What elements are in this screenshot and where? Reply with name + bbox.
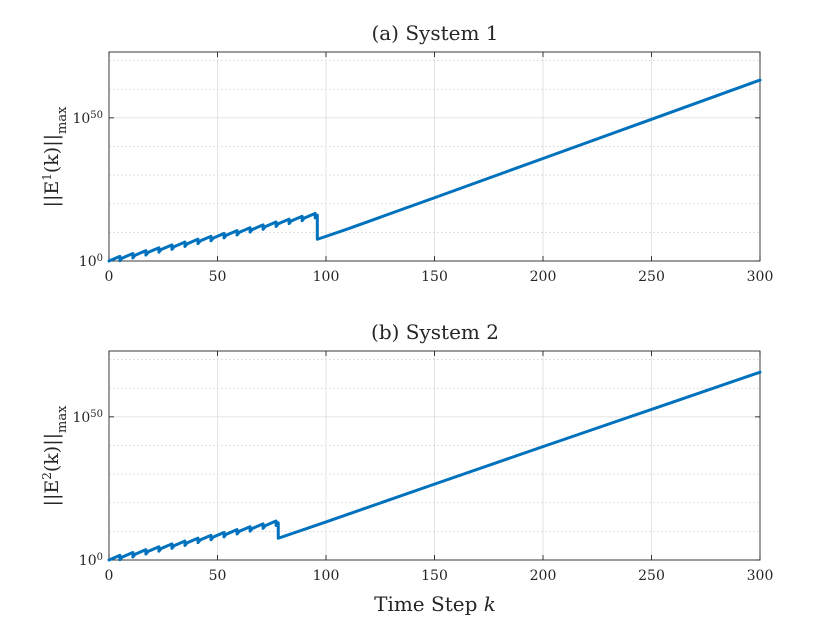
x-tick-label: 50 xyxy=(209,568,227,584)
panel-system-1: (a) System 1 ||E1(k)||max 0 50 100 150 200 25… xyxy=(40,21,773,285)
plot-area: 0 50 100 150 200 250 300 100 1050 xyxy=(72,350,774,584)
chart-title: (a) System 1 xyxy=(371,21,498,45)
x-tick-label: 200 xyxy=(530,269,557,285)
x-tick-label: 300 xyxy=(747,269,774,285)
y-axis-label: ||E1(k)||max xyxy=(40,106,70,208)
x-tick-label: 0 xyxy=(105,568,114,584)
x-tick-label: 50 xyxy=(209,269,227,285)
panel-system-2: (b) System 2 ||E2(k)||max Time Step k 0 5… xyxy=(40,320,773,616)
x-tick-label: 300 xyxy=(747,568,774,584)
x-tick-label: 150 xyxy=(421,269,448,285)
x-tick-label: 250 xyxy=(638,568,665,584)
y-tick-label: 100 xyxy=(79,253,103,271)
plot-area: 0 50 100 150 200 250 300 100 1050 xyxy=(72,51,774,285)
y-tick-label: 1050 xyxy=(72,408,103,426)
x-tick-label: 200 xyxy=(530,568,557,584)
chart-title: (b) System 2 xyxy=(371,320,499,344)
y-tick-label: 1050 xyxy=(72,109,103,127)
series-line xyxy=(107,78,762,263)
series-line xyxy=(107,370,762,562)
x-tick-label: 150 xyxy=(421,568,448,584)
x-tick-label: 100 xyxy=(313,568,340,584)
x-tick-label: 0 xyxy=(105,269,114,285)
y-axis-label: ||E2(k)||max xyxy=(40,405,70,507)
y-tick-label: 100 xyxy=(79,552,103,570)
x-tick-label: 250 xyxy=(638,269,665,285)
x-axis-label: Time Step k xyxy=(374,592,496,616)
x-tick-label: 100 xyxy=(313,269,340,285)
